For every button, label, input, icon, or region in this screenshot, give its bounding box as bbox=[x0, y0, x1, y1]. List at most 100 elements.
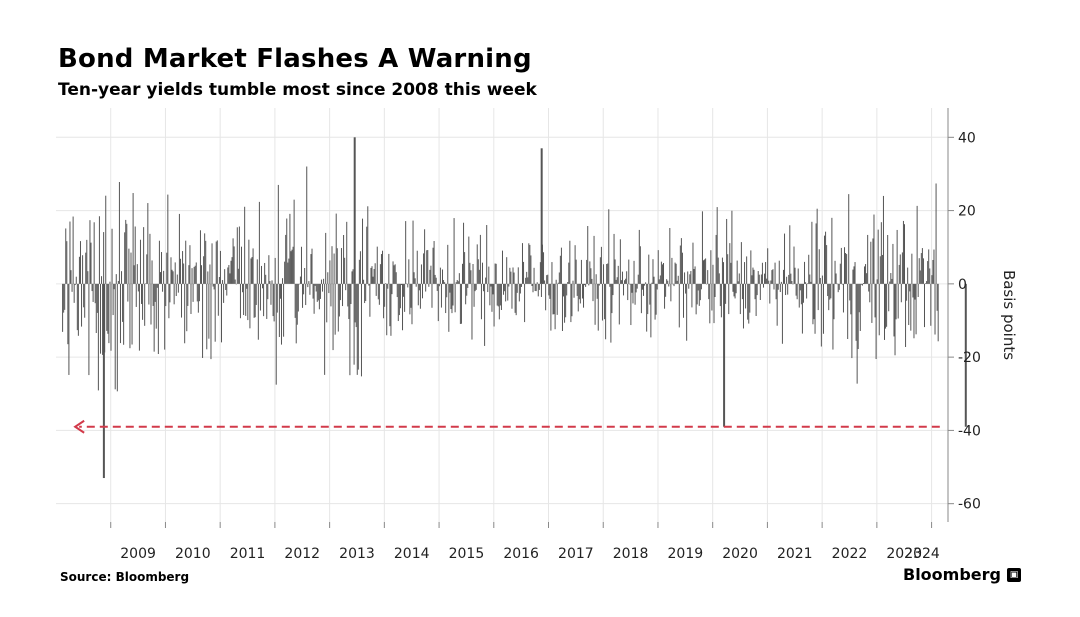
bar bbox=[615, 279, 617, 284]
bar bbox=[856, 283, 858, 384]
bar bbox=[807, 283, 809, 284]
bar bbox=[475, 283, 477, 290]
bar bbox=[797, 268, 799, 284]
bar bbox=[515, 283, 517, 316]
bar bbox=[894, 283, 896, 356]
bar bbox=[681, 252, 683, 284]
bar bbox=[820, 283, 822, 347]
bar bbox=[403, 283, 405, 297]
bar bbox=[389, 283, 391, 327]
x-tick-label: 2018 bbox=[613, 546, 649, 562]
bar bbox=[535, 283, 537, 292]
bar bbox=[589, 261, 591, 284]
bar bbox=[595, 274, 597, 284]
bar bbox=[837, 283, 839, 293]
bar bbox=[905, 283, 907, 348]
bar bbox=[770, 280, 772, 284]
bar bbox=[309, 283, 311, 295]
bar bbox=[553, 283, 555, 315]
bar bbox=[71, 283, 73, 292]
bar bbox=[753, 269, 755, 284]
bar bbox=[195, 262, 197, 284]
bar bbox=[316, 283, 318, 302]
bar bbox=[135, 283, 137, 307]
bar bbox=[712, 264, 714, 284]
bar bbox=[368, 283, 370, 286]
bar bbox=[130, 252, 132, 284]
bar bbox=[469, 262, 471, 284]
bar bbox=[420, 264, 422, 284]
bar bbox=[896, 229, 898, 284]
bar bbox=[152, 283, 154, 306]
bar bbox=[778, 260, 780, 284]
bar bbox=[517, 267, 519, 284]
bar bbox=[656, 283, 658, 290]
y-axis-label: Basis points bbox=[1000, 270, 1018, 360]
bar bbox=[612, 283, 614, 296]
bar bbox=[258, 201, 260, 284]
bar bbox=[402, 283, 404, 331]
bar bbox=[289, 213, 291, 284]
bar bbox=[882, 195, 884, 284]
bar bbox=[470, 270, 472, 284]
bar bbox=[296, 283, 298, 325]
bar bbox=[597, 283, 599, 331]
bar bbox=[680, 238, 682, 284]
bar bbox=[900, 283, 902, 303]
bar bbox=[655, 283, 657, 315]
bar bbox=[167, 194, 169, 284]
bar bbox=[187, 283, 189, 306]
bar bbox=[768, 280, 770, 284]
bar bbox=[870, 241, 872, 284]
bar bbox=[881, 254, 883, 284]
bar bbox=[496, 283, 498, 306]
bar bbox=[356, 283, 358, 375]
bar bbox=[675, 263, 677, 284]
bar bbox=[322, 283, 324, 292]
bar bbox=[786, 276, 788, 284]
bar bbox=[669, 228, 671, 284]
bar bbox=[268, 255, 270, 284]
bar bbox=[438, 283, 440, 287]
bar bbox=[133, 265, 135, 284]
bar bbox=[293, 199, 295, 284]
bar bbox=[123, 283, 125, 345]
bar bbox=[906, 283, 908, 301]
bar bbox=[113, 283, 115, 290]
bar bbox=[305, 283, 307, 306]
bar bbox=[225, 283, 227, 290]
bar bbox=[772, 269, 774, 284]
bar bbox=[286, 218, 288, 284]
bar bbox=[215, 241, 217, 284]
bar bbox=[371, 266, 373, 284]
bar bbox=[930, 283, 932, 326]
chart-title: Bond Market Flashes A Warning bbox=[58, 44, 532, 74]
bar bbox=[879, 256, 881, 284]
bar bbox=[688, 283, 690, 289]
bar bbox=[435, 277, 437, 284]
bar bbox=[205, 240, 207, 284]
bar bbox=[283, 283, 285, 337]
bar bbox=[386, 283, 388, 336]
bar bbox=[323, 278, 325, 284]
bar bbox=[503, 283, 505, 295]
bar bbox=[73, 283, 75, 303]
bar bbox=[213, 283, 215, 290]
bar bbox=[252, 248, 254, 284]
bar bbox=[860, 283, 862, 285]
bar bbox=[267, 283, 269, 300]
bar bbox=[291, 249, 293, 284]
bar bbox=[728, 283, 730, 315]
bar bbox=[66, 241, 68, 284]
bar bbox=[62, 283, 64, 332]
bar bbox=[417, 283, 419, 306]
bar bbox=[339, 283, 341, 301]
bar bbox=[735, 283, 737, 294]
bar bbox=[570, 283, 572, 323]
bar bbox=[299, 276, 301, 284]
bar bbox=[558, 272, 560, 284]
bar bbox=[533, 267, 535, 284]
bar bbox=[136, 264, 138, 284]
bar bbox=[608, 209, 610, 284]
bar bbox=[584, 283, 586, 286]
